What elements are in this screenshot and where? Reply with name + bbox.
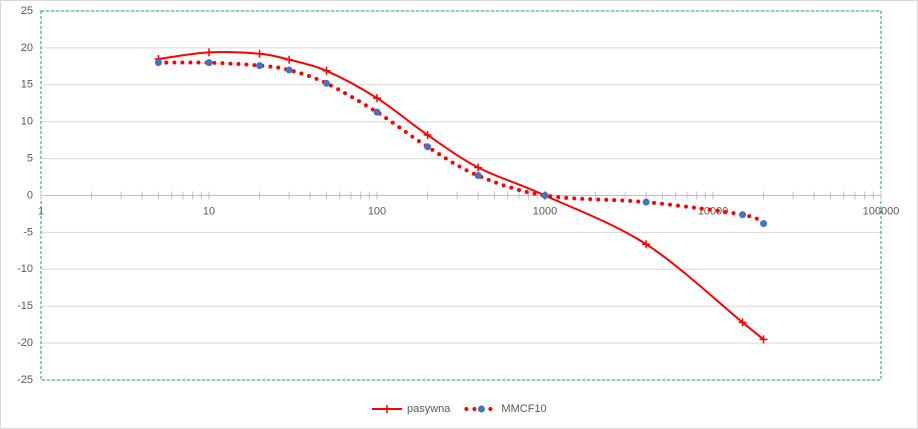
data-point	[205, 59, 213, 67]
y-tick-label: -25	[17, 374, 33, 386]
data-point	[760, 220, 768, 228]
data-point	[322, 79, 330, 87]
data-point	[739, 211, 747, 219]
y-tick-label: 15	[21, 79, 33, 91]
data-point	[256, 62, 264, 70]
y-tick-label: -5	[23, 226, 33, 238]
legend-marker	[383, 405, 391, 413]
data-point	[255, 49, 264, 58]
data-point	[642, 198, 650, 206]
data-point	[285, 66, 293, 74]
data-point	[285, 55, 294, 64]
x-tick-label: 100000	[863, 205, 900, 217]
series-line	[156, 60, 766, 226]
x-tick-label: 100	[368, 205, 386, 217]
data-point	[424, 143, 432, 151]
data-point	[738, 318, 747, 327]
x-tick-label: 1	[38, 205, 44, 217]
x-tick-label: 1000	[533, 205, 557, 217]
data-point	[322, 66, 331, 75]
y-tick-label: 20	[21, 42, 33, 54]
y-tick-label: 0	[27, 189, 33, 201]
data-point	[423, 130, 432, 139]
data-point	[541, 192, 549, 199]
plot-area	[40, 10, 882, 381]
y-tick-label: -15	[17, 300, 33, 312]
data-point	[205, 48, 213, 57]
data-point	[373, 108, 381, 116]
data-point	[759, 335, 768, 344]
data-point	[474, 163, 483, 172]
legend-label: MMCF10	[501, 403, 546, 415]
y-tick-label: 25	[21, 5, 33, 17]
y-tick-label: 5	[27, 153, 33, 165]
data-point	[154, 59, 162, 67]
data-point	[474, 172, 482, 180]
y-tick-label: -10	[17, 263, 33, 275]
data-point	[642, 240, 651, 249]
x-tick-label: 10	[203, 205, 215, 217]
data-point	[373, 94, 381, 103]
y-tick-label: 10	[21, 116, 33, 128]
y-tick-label: -20	[17, 337, 33, 349]
legend-marker	[477, 405, 485, 413]
legend-label: pasywna	[407, 403, 451, 415]
x-tick-label: 10000	[698, 205, 729, 217]
